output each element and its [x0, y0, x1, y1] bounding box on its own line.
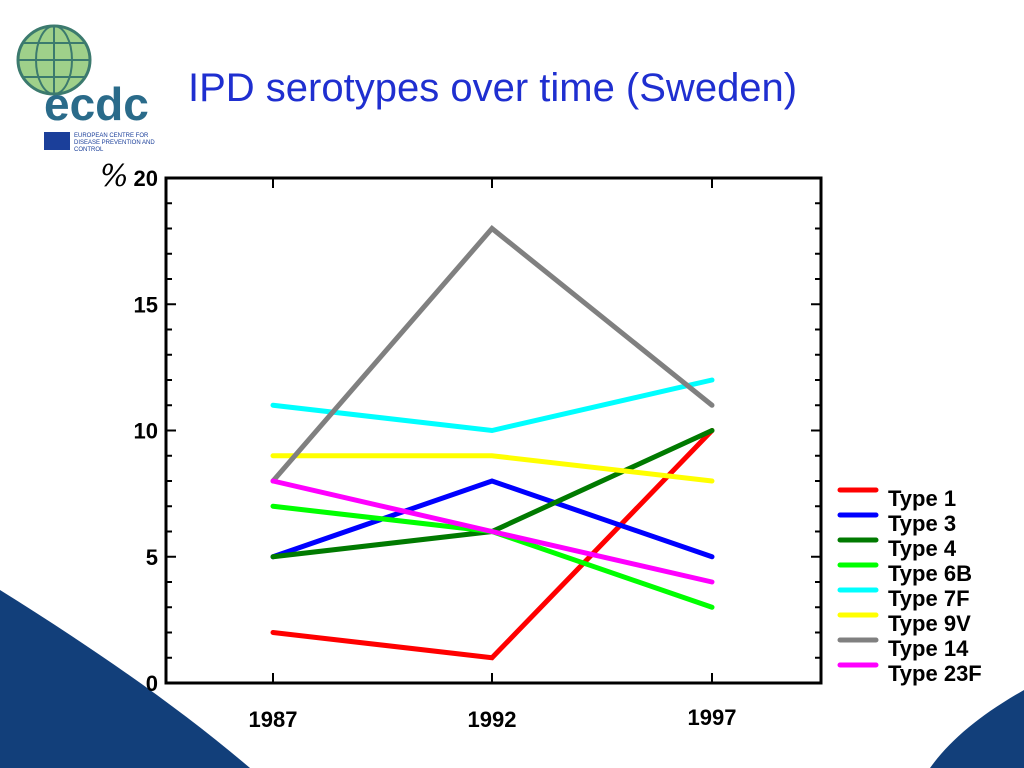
legend-label: Type 14 [888, 636, 969, 661]
legend-label: Type 3 [888, 511, 956, 536]
background-swoosh-right [930, 690, 1024, 768]
series-line-type-6b [270, 503, 715, 610]
legend-label: Type 9V [888, 611, 971, 636]
series-line-type-1 [270, 428, 715, 661]
y-tick-label: 0 [146, 671, 158, 696]
globe-icon [16, 24, 92, 96]
legend-label: Type 7F [888, 586, 970, 611]
ecdc-logo: ecdc EUROPEAN CENTRE FOR DISEASE PREVENT… [16, 24, 155, 153]
legend-label: Type 6B [888, 561, 972, 586]
series-line-type-23f [270, 478, 715, 585]
series-line-type-3 [270, 478, 715, 560]
series-line-type-7f [270, 377, 715, 434]
x-tick-label: 1992 [468, 707, 517, 732]
legend-label: Type 1 [888, 486, 956, 511]
legend-label: Type 4 [888, 536, 957, 561]
logo-org-line2: DISEASE PREVENTION AND [74, 140, 155, 146]
series-line-type-9v [270, 453, 715, 484]
y-tick-label: 5 [146, 545, 158, 570]
eu-flag-icon [44, 132, 70, 150]
x-tick-label: 1987 [249, 707, 298, 732]
background-swoosh-shape [0, 590, 250, 768]
y-tick-label: 15 [134, 292, 158, 317]
series-line-type-14 [270, 225, 715, 484]
slide-title: IPD serotypes over time (Sweden) [188, 66, 798, 110]
logo-org-line1: EUROPEAN CENTRE FOR [74, 133, 149, 139]
y-tick-label: 20 [134, 166, 158, 191]
x-tick-label: 1997 [688, 705, 737, 730]
logo-wordmark: ecdc [44, 78, 149, 130]
legend-label: Type 23F [888, 661, 982, 686]
logo-org-line3: CONTROL [74, 147, 104, 153]
y-axis-label: % [100, 159, 129, 194]
y-tick-label: 10 [134, 419, 158, 444]
